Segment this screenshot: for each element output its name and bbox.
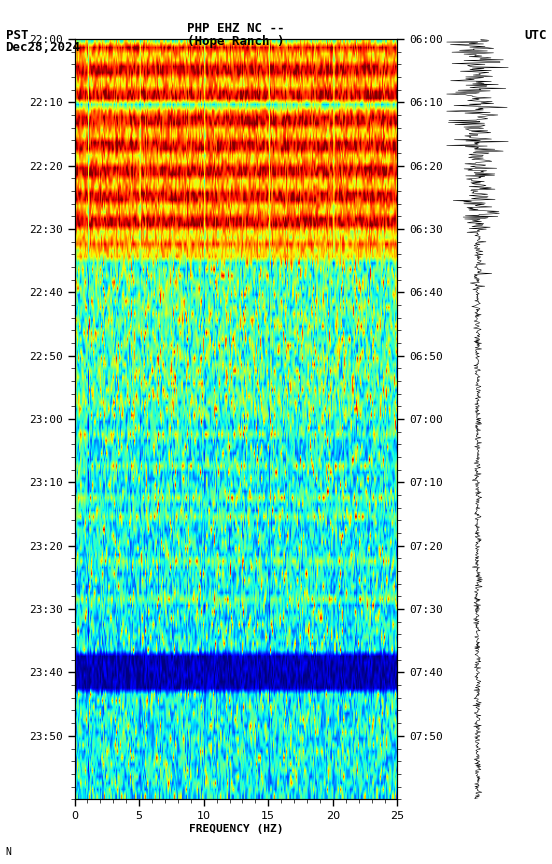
X-axis label: FREQUENCY (HZ): FREQUENCY (HZ) [189,823,283,834]
Text: PST: PST [6,29,28,41]
Text: (Hope Ranch ): (Hope Ranch ) [187,35,285,48]
Text: N: N [6,847,12,857]
Text: Dec28,2024: Dec28,2024 [6,41,81,54]
Text: PHP EHZ NC --: PHP EHZ NC -- [187,22,285,35]
Text: UTC: UTC [524,29,546,41]
